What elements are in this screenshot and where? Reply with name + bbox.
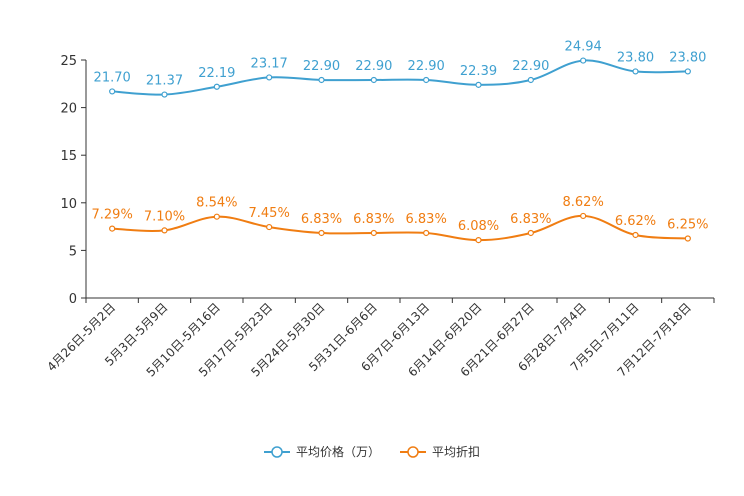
data-point-price <box>318 76 325 84</box>
series-points <box>109 57 691 244</box>
data-point-discount <box>370 229 377 237</box>
data-point-discount <box>161 227 168 234</box>
legend-marker-discount <box>400 445 426 458</box>
data-point-discount <box>423 229 430 237</box>
data-point-price <box>370 76 377 84</box>
data-point-discount <box>213 213 220 220</box>
data-label-price: 22.90 <box>408 59 445 74</box>
data-label-price: 23.17 <box>251 56 288 71</box>
chart-axes <box>85 60 714 299</box>
data-point-price <box>161 91 168 98</box>
legend: 平均价格（万） 平均折扣 <box>0 443 744 460</box>
y-tick-label: 25 <box>60 54 77 69</box>
y-axis-ticks: 0 5 10 15 20 25 <box>60 54 86 307</box>
legend-item-price[interactable]: 平均价格（万） <box>263 443 380 460</box>
data-point-price <box>527 76 534 84</box>
data-label-discount: 6.08% <box>458 219 499 234</box>
legend-item-discount[interactable]: 平均折扣 <box>400 443 480 460</box>
data-label-discount: 8.54% <box>196 196 237 211</box>
data-label-discount: 6.83% <box>406 212 447 227</box>
data-point-discount <box>266 223 273 231</box>
data-point-discount <box>580 212 587 220</box>
data-label-price: 22.90 <box>303 59 340 74</box>
y-tick-label: 20 <box>60 102 77 117</box>
y-tick-label: 10 <box>60 197 77 212</box>
data-label-price: 23.80 <box>669 50 706 65</box>
data-point-price <box>423 76 430 84</box>
data-label-discount: 7.10% <box>144 209 185 224</box>
data-label-discount: 6.83% <box>301 212 342 227</box>
data-label-discount: 6.25% <box>667 218 708 233</box>
legend-label-discount: 平均折扣 <box>432 445 481 459</box>
data-label-discount: 6.83% <box>510 212 551 227</box>
data-label-price: 23.80 <box>617 50 654 65</box>
data-label-price: 22.90 <box>355 59 392 74</box>
y-tick-label: 0 <box>69 292 77 307</box>
data-point-discount <box>475 237 482 244</box>
data-label-price: 22.19 <box>198 66 235 81</box>
data-point-discount <box>684 235 691 242</box>
data-point-discount <box>527 229 534 237</box>
data-point-price <box>475 81 482 88</box>
data-point-price <box>632 68 639 75</box>
data-point-price <box>213 83 220 90</box>
data-point-discount <box>109 225 116 232</box>
y-tick-label: 5 <box>69 244 77 259</box>
data-label-discount: 8.62% <box>563 195 604 210</box>
data-point-price <box>109 88 116 95</box>
data-label-price: 22.39 <box>460 64 497 79</box>
series-lines <box>112 59 688 242</box>
legend-label-price: 平均价格（万） <box>295 445 380 459</box>
data-label-discount: 6.62% <box>615 214 656 229</box>
data-label-discount: 7.45% <box>249 206 290 221</box>
data-label-price: 22.90 <box>512 59 549 74</box>
y-tick-label: 15 <box>60 149 77 164</box>
data-label-discount: 6.83% <box>353 212 394 227</box>
data-labels: 21.70 21.37 22.19 23.17 22.90 22.90 22.90 22.39… <box>92 40 709 235</box>
data-point-price <box>580 57 587 64</box>
data-point-price <box>684 68 691 75</box>
data-label-discount: 7.29% <box>92 208 133 223</box>
data-label-price: 21.70 <box>94 70 131 85</box>
data-point-price <box>266 74 273 81</box>
series-line-price <box>112 59 688 96</box>
legend-marker-price <box>263 445 290 458</box>
data-point-discount <box>632 231 639 239</box>
series-line-discount <box>112 214 688 242</box>
data-label-price: 24.94 <box>565 40 602 55</box>
data-point-discount <box>318 229 325 237</box>
x-axis-ticks: 4月26日-5月2日5月3日-5月9日5月10日-5月16日5月17日-5月23… <box>44 298 715 380</box>
data-label-price: 21.37 <box>146 74 183 89</box>
